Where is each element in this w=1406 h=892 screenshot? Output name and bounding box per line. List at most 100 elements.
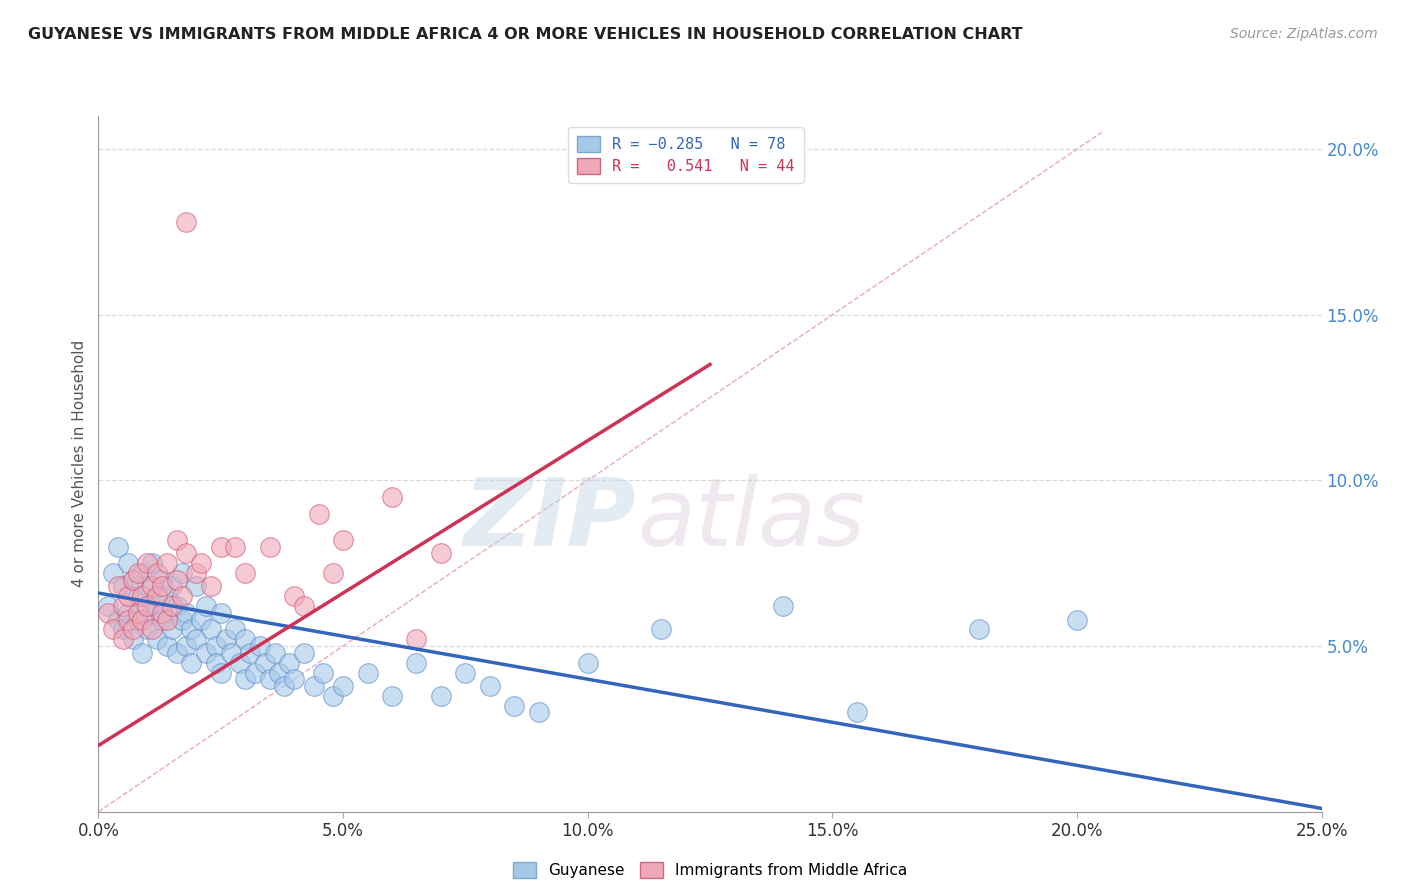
Point: [111, 599, 134, 614]
Point: [176, 639, 198, 653]
Point: [131, 646, 153, 660]
Point: [150, 579, 173, 593]
Point: [209, 540, 232, 554]
Point: [263, 646, 285, 660]
Point: [503, 698, 526, 713]
Point: [117, 556, 139, 570]
Point: [136, 579, 159, 593]
Point: [186, 579, 208, 593]
Point: [156, 639, 179, 653]
Point: [186, 566, 208, 581]
Text: GUYANESE VS IMMIGRANTS FROM MIDDLE AFRICA 4 OR MORE VEHICLES IN HOUSEHOLD CORREL: GUYANESE VS IMMIGRANTS FROM MIDDLE AFRIC…: [28, 27, 1022, 42]
Point: [430, 546, 453, 560]
Point: [156, 613, 179, 627]
Point: [166, 573, 188, 587]
Point: [170, 613, 193, 627]
Point: [136, 599, 159, 614]
Point: [101, 566, 124, 581]
Point: [224, 623, 246, 637]
Point: [127, 606, 149, 620]
Point: [97, 599, 120, 614]
Text: atlas: atlas: [637, 474, 865, 565]
Point: [166, 646, 188, 660]
Point: [180, 623, 202, 637]
Point: [527, 706, 550, 720]
Point: [224, 540, 246, 554]
Point: [249, 639, 271, 653]
Point: [117, 606, 139, 620]
Legend: Guyanese, Immigrants from Middle Africa: Guyanese, Immigrants from Middle Africa: [506, 856, 914, 884]
Point: [121, 573, 143, 587]
Point: [160, 623, 183, 637]
Point: [117, 613, 139, 627]
Point: [308, 507, 330, 521]
Point: [845, 706, 868, 720]
Point: [176, 606, 198, 620]
Point: [121, 632, 143, 647]
Point: [332, 533, 354, 547]
Point: [209, 606, 232, 620]
Point: [233, 632, 256, 647]
Point: [107, 613, 129, 627]
Point: [141, 556, 163, 570]
Point: [381, 490, 404, 504]
Point: [146, 566, 169, 581]
Point: [772, 599, 794, 614]
Point: [127, 613, 149, 627]
Point: [156, 556, 179, 570]
Point: [107, 579, 129, 593]
Point: [190, 556, 212, 570]
Point: [170, 590, 193, 604]
Point: [205, 656, 228, 670]
Point: [166, 533, 188, 547]
Point: [259, 672, 281, 686]
Point: [150, 606, 173, 620]
Point: [967, 623, 990, 637]
Point: [292, 599, 315, 614]
Point: [269, 665, 291, 680]
Point: [200, 623, 222, 637]
Point: [214, 632, 236, 647]
Point: [381, 689, 404, 703]
Point: [141, 579, 163, 593]
Point: [454, 665, 477, 680]
Point: [160, 599, 183, 614]
Point: [176, 215, 198, 229]
Point: [127, 590, 149, 604]
Point: [131, 613, 153, 627]
Point: [650, 623, 672, 637]
Point: [405, 632, 427, 647]
Point: [107, 540, 129, 554]
Point: [127, 566, 149, 581]
Point: [111, 579, 134, 593]
Point: [160, 579, 183, 593]
Y-axis label: 4 or more Vehicles in Household: 4 or more Vehicles in Household: [72, 340, 87, 588]
Point: [229, 656, 252, 670]
Point: [219, 646, 242, 660]
Point: [141, 623, 163, 637]
Point: [283, 590, 305, 604]
Point: [405, 656, 427, 670]
Point: [190, 613, 212, 627]
Point: [156, 590, 179, 604]
Point: [200, 579, 222, 593]
Point: [136, 623, 159, 637]
Point: [273, 679, 295, 693]
Point: [180, 656, 202, 670]
Point: [209, 665, 232, 680]
Point: [131, 590, 153, 604]
Point: [121, 573, 143, 587]
Point: [195, 599, 218, 614]
Point: [101, 623, 124, 637]
Point: [278, 656, 301, 670]
Point: [356, 665, 378, 680]
Point: [121, 623, 143, 637]
Point: [292, 646, 315, 660]
Point: [176, 546, 198, 560]
Point: [332, 679, 354, 693]
Point: [478, 679, 501, 693]
Point: [576, 656, 599, 670]
Point: [146, 599, 169, 614]
Point: [239, 646, 262, 660]
Point: [131, 566, 153, 581]
